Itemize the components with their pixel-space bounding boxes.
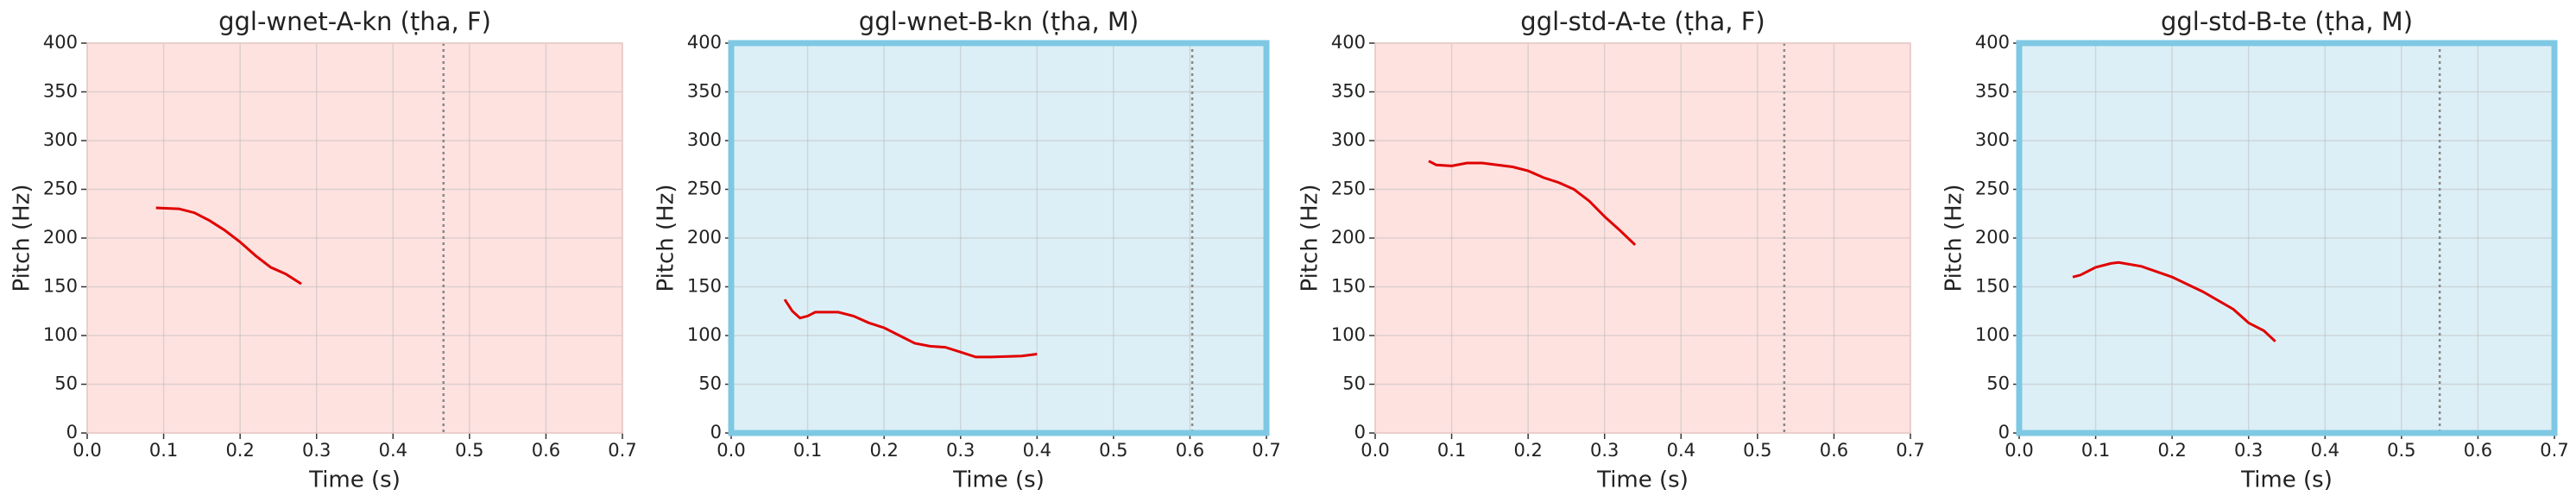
y-tick-label: 50 xyxy=(54,373,78,394)
y-tick-label: 100 xyxy=(1975,324,2010,345)
plot-border xyxy=(2016,40,2558,436)
y-axis-label: Pitch (Hz) xyxy=(1941,184,1967,292)
x-tick-label: 0.3 xyxy=(2234,440,2263,461)
y-tick-label: 250 xyxy=(1975,179,2010,199)
y-tick-label: 400 xyxy=(43,32,78,53)
x-tick-label: 0.4 xyxy=(2311,440,2339,461)
x-tick-label: 0.7 xyxy=(608,440,636,461)
y-tick-label: 0 xyxy=(1998,422,2010,442)
x-tick-label: 0.2 xyxy=(2157,440,2186,461)
x-tick-label: 0.4 xyxy=(1667,440,1695,461)
pitch-line xyxy=(783,298,1038,359)
x-tick-label: 0.5 xyxy=(455,440,483,461)
chart-title: ggl-std-A-te (ṭha, F) xyxy=(1520,7,1765,36)
y-tick-label: 300 xyxy=(1331,129,1366,150)
plot-background xyxy=(2019,43,2554,433)
x-tick-label: 0.2 xyxy=(869,440,898,461)
y-tick-label: 100 xyxy=(1331,324,1366,345)
y-tick-label: 400 xyxy=(1975,32,2010,53)
y-tick-label: 350 xyxy=(1975,81,2010,102)
y-tick-label: 300 xyxy=(43,129,78,150)
x-tick-label: 0.5 xyxy=(1099,440,1127,461)
x-tick-label: 0.0 xyxy=(1361,440,1389,461)
x-axis-label: Time (s) xyxy=(2240,467,2333,493)
x-tick-label: 0.5 xyxy=(1743,440,1771,461)
plot-border xyxy=(728,40,1270,436)
plot-background xyxy=(731,43,1266,433)
y-tick-label: 200 xyxy=(1975,227,2010,248)
plot-background xyxy=(87,43,622,433)
y-axis-label: Pitch (Hz) xyxy=(653,184,679,292)
y-tick-label: 100 xyxy=(43,324,78,345)
x-tick-label: 0.7 xyxy=(1896,440,1924,461)
y-tick-label: 0 xyxy=(66,422,78,442)
x-tick-label: 0.4 xyxy=(379,440,407,461)
y-tick-label: 0 xyxy=(1354,422,1366,442)
pitch-line xyxy=(1428,160,1637,246)
y-tick-label: 250 xyxy=(1331,179,1366,199)
x-tick-label: 0.3 xyxy=(302,440,331,461)
y-tick-label: 200 xyxy=(1331,227,1366,248)
x-tick-label: 0.7 xyxy=(2540,440,2568,461)
pitch-line xyxy=(155,206,302,286)
y-tick-label: 50 xyxy=(698,373,722,394)
y-tick-label: 50 xyxy=(1986,373,2010,394)
x-axis-label: Time (s) xyxy=(308,467,401,493)
x-tick-label: 0.6 xyxy=(1176,440,1204,461)
x-axis-label: Time (s) xyxy=(952,467,1045,493)
y-tick-label: 350 xyxy=(43,81,78,102)
pitch-line xyxy=(2072,260,2276,342)
x-tick-label: 0.3 xyxy=(1590,440,1619,461)
y-tick-label: 300 xyxy=(1975,129,2010,150)
y-tick-label: 150 xyxy=(687,276,722,297)
y-tick-label: 300 xyxy=(687,129,722,150)
plot-border xyxy=(1374,42,1911,434)
y-tick-label: 100 xyxy=(687,324,722,345)
x-tick-label: 0.1 xyxy=(149,440,178,461)
x-tick-label: 0.6 xyxy=(2464,440,2492,461)
y-tick-label: 250 xyxy=(687,179,722,199)
y-tick-label: 400 xyxy=(687,32,722,53)
x-tick-label: 0.6 xyxy=(1820,440,1848,461)
x-tick-label: 0.2 xyxy=(225,440,254,461)
y-tick-label: 150 xyxy=(43,276,78,297)
x-tick-label: 0.1 xyxy=(2081,440,2110,461)
y-tick-label: 150 xyxy=(1331,276,1366,297)
y-tick-label: 0 xyxy=(710,422,722,442)
x-tick-label: 0.6 xyxy=(532,440,560,461)
x-tick-label: 0.4 xyxy=(1023,440,1051,461)
plot-border xyxy=(86,42,623,434)
y-axis-label: Pitch (Hz) xyxy=(1297,184,1323,292)
y-tick-label: 350 xyxy=(1331,81,1366,102)
chart-title: ggl-std-B-te (ṭha, M) xyxy=(2161,7,2413,36)
y-tick-label: 150 xyxy=(1975,276,2010,297)
x-tick-label: 0.7 xyxy=(1252,440,1280,461)
x-tick-label: 0.1 xyxy=(1437,440,1466,461)
y-tick-label: 50 xyxy=(1342,373,1366,394)
x-tick-label: 0.1 xyxy=(793,440,822,461)
y-tick-label: 250 xyxy=(43,179,78,199)
y-axis-label: Pitch (Hz) xyxy=(9,184,35,292)
plot-background xyxy=(1375,43,1910,433)
y-tick-label: 400 xyxy=(1331,32,1366,53)
y-tick-label: 350 xyxy=(687,81,722,102)
x-tick-label: 0.5 xyxy=(2387,440,2415,461)
x-axis-label: Time (s) xyxy=(1596,467,1689,493)
x-tick-label: 0.0 xyxy=(73,440,101,461)
chart-title: ggl-wnet-B-kn (ṭha, M) xyxy=(859,7,1139,36)
x-tick-label: 0.0 xyxy=(2005,440,2033,461)
y-tick-label: 200 xyxy=(43,227,78,248)
chart-title: ggl-wnet-A-kn (ṭha, F) xyxy=(218,7,491,36)
x-tick-label: 0.0 xyxy=(717,440,745,461)
x-tick-label: 0.3 xyxy=(946,440,975,461)
y-tick-label: 200 xyxy=(687,227,722,248)
x-tick-label: 0.2 xyxy=(1513,440,1542,461)
